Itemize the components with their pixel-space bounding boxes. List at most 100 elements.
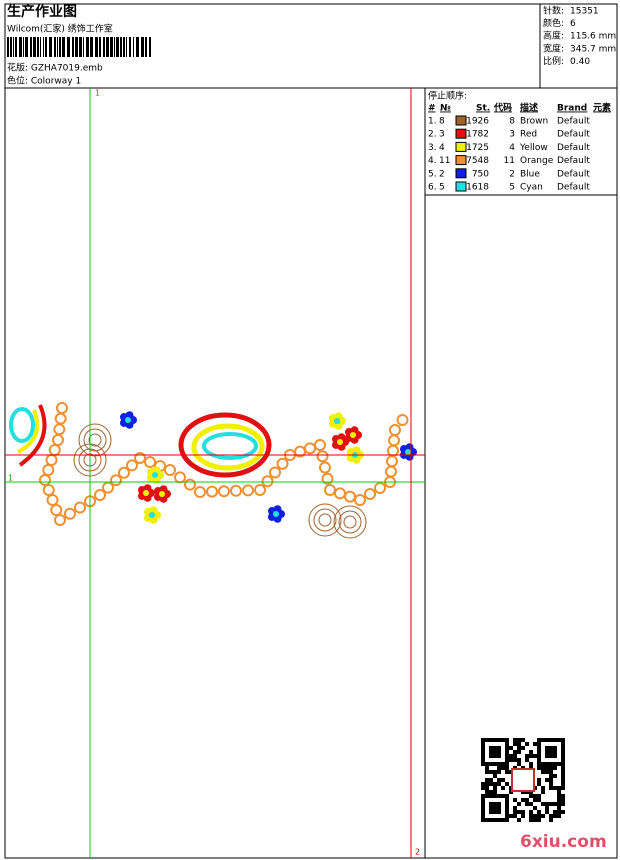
needle-no: 4 bbox=[439, 143, 445, 153]
qr-cell bbox=[493, 750, 497, 754]
watermark: 6xiu.com bbox=[520, 832, 607, 852]
qr-cell bbox=[537, 818, 541, 822]
qr-cell bbox=[485, 766, 489, 770]
qr-cell bbox=[501, 794, 505, 798]
bar bbox=[54, 37, 56, 57]
qr-cell bbox=[485, 778, 489, 782]
qr-cell bbox=[561, 778, 565, 782]
qr-cell bbox=[525, 742, 529, 746]
stitches: 1926 bbox=[466, 117, 489, 127]
qr-cell bbox=[505, 742, 509, 746]
qr-cell bbox=[525, 798, 529, 802]
arc-cyan bbox=[9, 407, 35, 443]
swatch bbox=[455, 155, 467, 166]
description: Orange bbox=[520, 156, 554, 166]
guide-label: 2 bbox=[415, 848, 420, 857]
bar bbox=[23, 37, 24, 57]
qr-cell bbox=[541, 770, 545, 774]
qr-cell bbox=[545, 806, 549, 810]
qr-cell bbox=[549, 782, 553, 786]
info-value: 6 bbox=[570, 19, 576, 29]
qr-cell bbox=[513, 806, 517, 810]
qr-cell bbox=[529, 810, 533, 814]
qr-cell bbox=[481, 802, 485, 806]
qr-cell bbox=[517, 818, 521, 822]
orange-loop bbox=[144, 456, 156, 468]
brown-spiral bbox=[343, 515, 357, 529]
info-label: 比例: bbox=[543, 55, 564, 67]
bar bbox=[123, 37, 125, 57]
qr-cell bbox=[497, 762, 501, 766]
swatch bbox=[455, 168, 467, 179]
qr-cell bbox=[537, 746, 541, 750]
qr-cell bbox=[489, 818, 493, 822]
orange-loop bbox=[319, 461, 331, 474]
qr-cell bbox=[501, 778, 505, 782]
stitches: 7548 bbox=[466, 156, 489, 166]
stitches: 1618 bbox=[466, 183, 489, 193]
qr-cell bbox=[525, 802, 529, 806]
brand: Default bbox=[557, 117, 590, 127]
qr-cell bbox=[557, 794, 561, 798]
qr-cell bbox=[561, 746, 565, 750]
qr-cell bbox=[505, 818, 509, 822]
qr-cell bbox=[489, 794, 493, 798]
qr-cell bbox=[545, 766, 549, 770]
qr-cell bbox=[485, 738, 489, 742]
qr-cell bbox=[497, 750, 501, 754]
qr-cell bbox=[521, 810, 525, 814]
bar bbox=[103, 37, 105, 57]
flower-center bbox=[273, 511, 279, 517]
qr-cell bbox=[561, 802, 565, 806]
flower-center bbox=[350, 432, 356, 438]
qr-cell bbox=[549, 814, 553, 818]
info-label: 颜色: bbox=[543, 17, 564, 29]
orange-loop bbox=[45, 454, 58, 466]
qr-cell bbox=[541, 802, 545, 806]
qr-cell bbox=[521, 738, 525, 742]
qr-cell bbox=[497, 778, 501, 782]
qr-cell bbox=[549, 762, 553, 766]
flower-center bbox=[405, 449, 411, 455]
qr-cell bbox=[537, 742, 541, 746]
qr-cell bbox=[513, 742, 517, 746]
brand: Default bbox=[557, 130, 590, 140]
bar bbox=[136, 37, 139, 57]
qr-cell bbox=[537, 778, 541, 782]
qr-cell bbox=[537, 738, 541, 742]
qr-cell bbox=[497, 782, 501, 786]
qr-cell bbox=[513, 754, 517, 758]
info-value: 115.6 mm bbox=[570, 32, 616, 42]
qr-cell bbox=[545, 770, 549, 774]
bar bbox=[79, 37, 82, 57]
orange-loop bbox=[54, 412, 67, 425]
qr-cell bbox=[481, 762, 485, 766]
qr-cell bbox=[537, 810, 541, 814]
qr-cell bbox=[485, 794, 489, 798]
qr-cell bbox=[561, 742, 565, 746]
qr-cell bbox=[553, 738, 557, 742]
brown-spiral bbox=[308, 503, 342, 537]
code: 2 bbox=[509, 169, 515, 179]
qr-cell bbox=[545, 754, 549, 758]
orange-loop bbox=[385, 465, 397, 478]
qr-cell bbox=[481, 738, 485, 742]
bar bbox=[114, 37, 115, 57]
bar bbox=[95, 37, 98, 57]
arc-yellow bbox=[17, 409, 40, 454]
qr-cell bbox=[533, 814, 537, 818]
qr-cell bbox=[497, 766, 501, 770]
qr-cell bbox=[493, 762, 497, 766]
qr-cell bbox=[517, 758, 521, 762]
brown-spiral bbox=[338, 510, 362, 534]
qr-cell bbox=[549, 754, 553, 758]
swatch bbox=[455, 115, 467, 126]
qr-cell bbox=[517, 742, 521, 746]
orange-loop bbox=[304, 442, 316, 455]
orange-loop bbox=[52, 434, 64, 446]
bar bbox=[59, 37, 61, 57]
qr-cell bbox=[561, 766, 565, 770]
qr-cell bbox=[481, 746, 485, 750]
